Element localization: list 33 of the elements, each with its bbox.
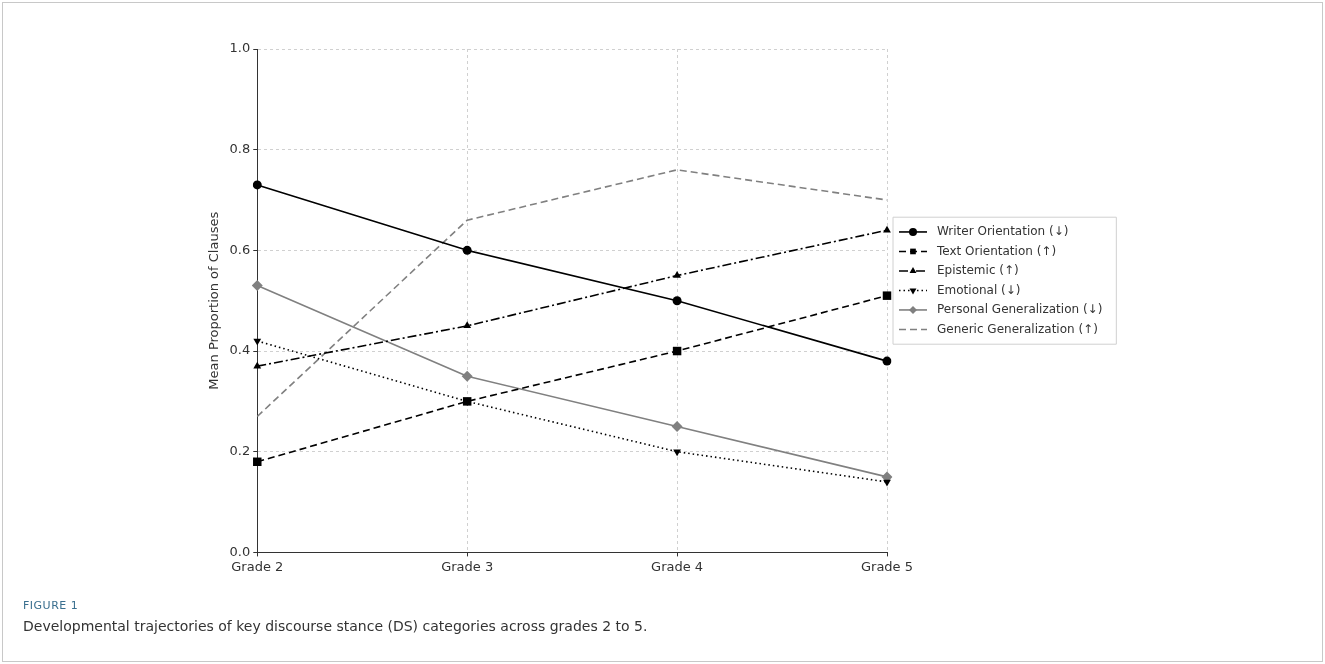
point xyxy=(462,245,472,255)
legend-label: Generic Generalization (↑) xyxy=(937,321,1098,336)
caption: FIGURE 1 xyxy=(23,599,80,612)
x-tick-label: Grade 4 xyxy=(651,558,704,574)
point xyxy=(253,338,262,346)
legend-label: Emotional (↓) xyxy=(937,282,1021,297)
y-tick-label: 1.0 xyxy=(229,40,251,56)
y-tick-label: 0.4 xyxy=(229,342,251,358)
point xyxy=(463,321,472,329)
text: Developmental trajectories of key discourse stance (DS) categories across grades 2 to 5. xyxy=(23,618,648,634)
legend-label: Writer Orientation (↓) xyxy=(937,224,1069,239)
point xyxy=(671,421,683,433)
y-tick-label: 0.6 xyxy=(229,241,251,257)
point xyxy=(251,280,263,292)
legend-label: Personal Generalization (↓) xyxy=(937,302,1103,317)
legend-label: Text Orientation (↑) xyxy=(936,243,1057,258)
point xyxy=(673,271,681,278)
point xyxy=(882,291,892,300)
x-tick-label: Grade 3 xyxy=(441,558,494,574)
y-tick-label: 0.8 xyxy=(229,141,251,157)
point xyxy=(672,296,682,306)
x-tick-label: Grade 5 xyxy=(860,558,914,574)
y-tick-label: 0.0 xyxy=(229,543,251,559)
point xyxy=(252,180,262,190)
point xyxy=(882,356,892,366)
point xyxy=(461,370,473,382)
y-axis-title: Mean Proportion of Clauses xyxy=(206,211,222,390)
x-tick-label: Grade 2 xyxy=(231,558,284,574)
point xyxy=(253,457,262,467)
y-tick-label: 0.2 xyxy=(229,443,251,459)
legend-label: Epistemic (↑) xyxy=(937,263,1019,278)
point xyxy=(883,479,891,487)
point xyxy=(673,449,681,457)
